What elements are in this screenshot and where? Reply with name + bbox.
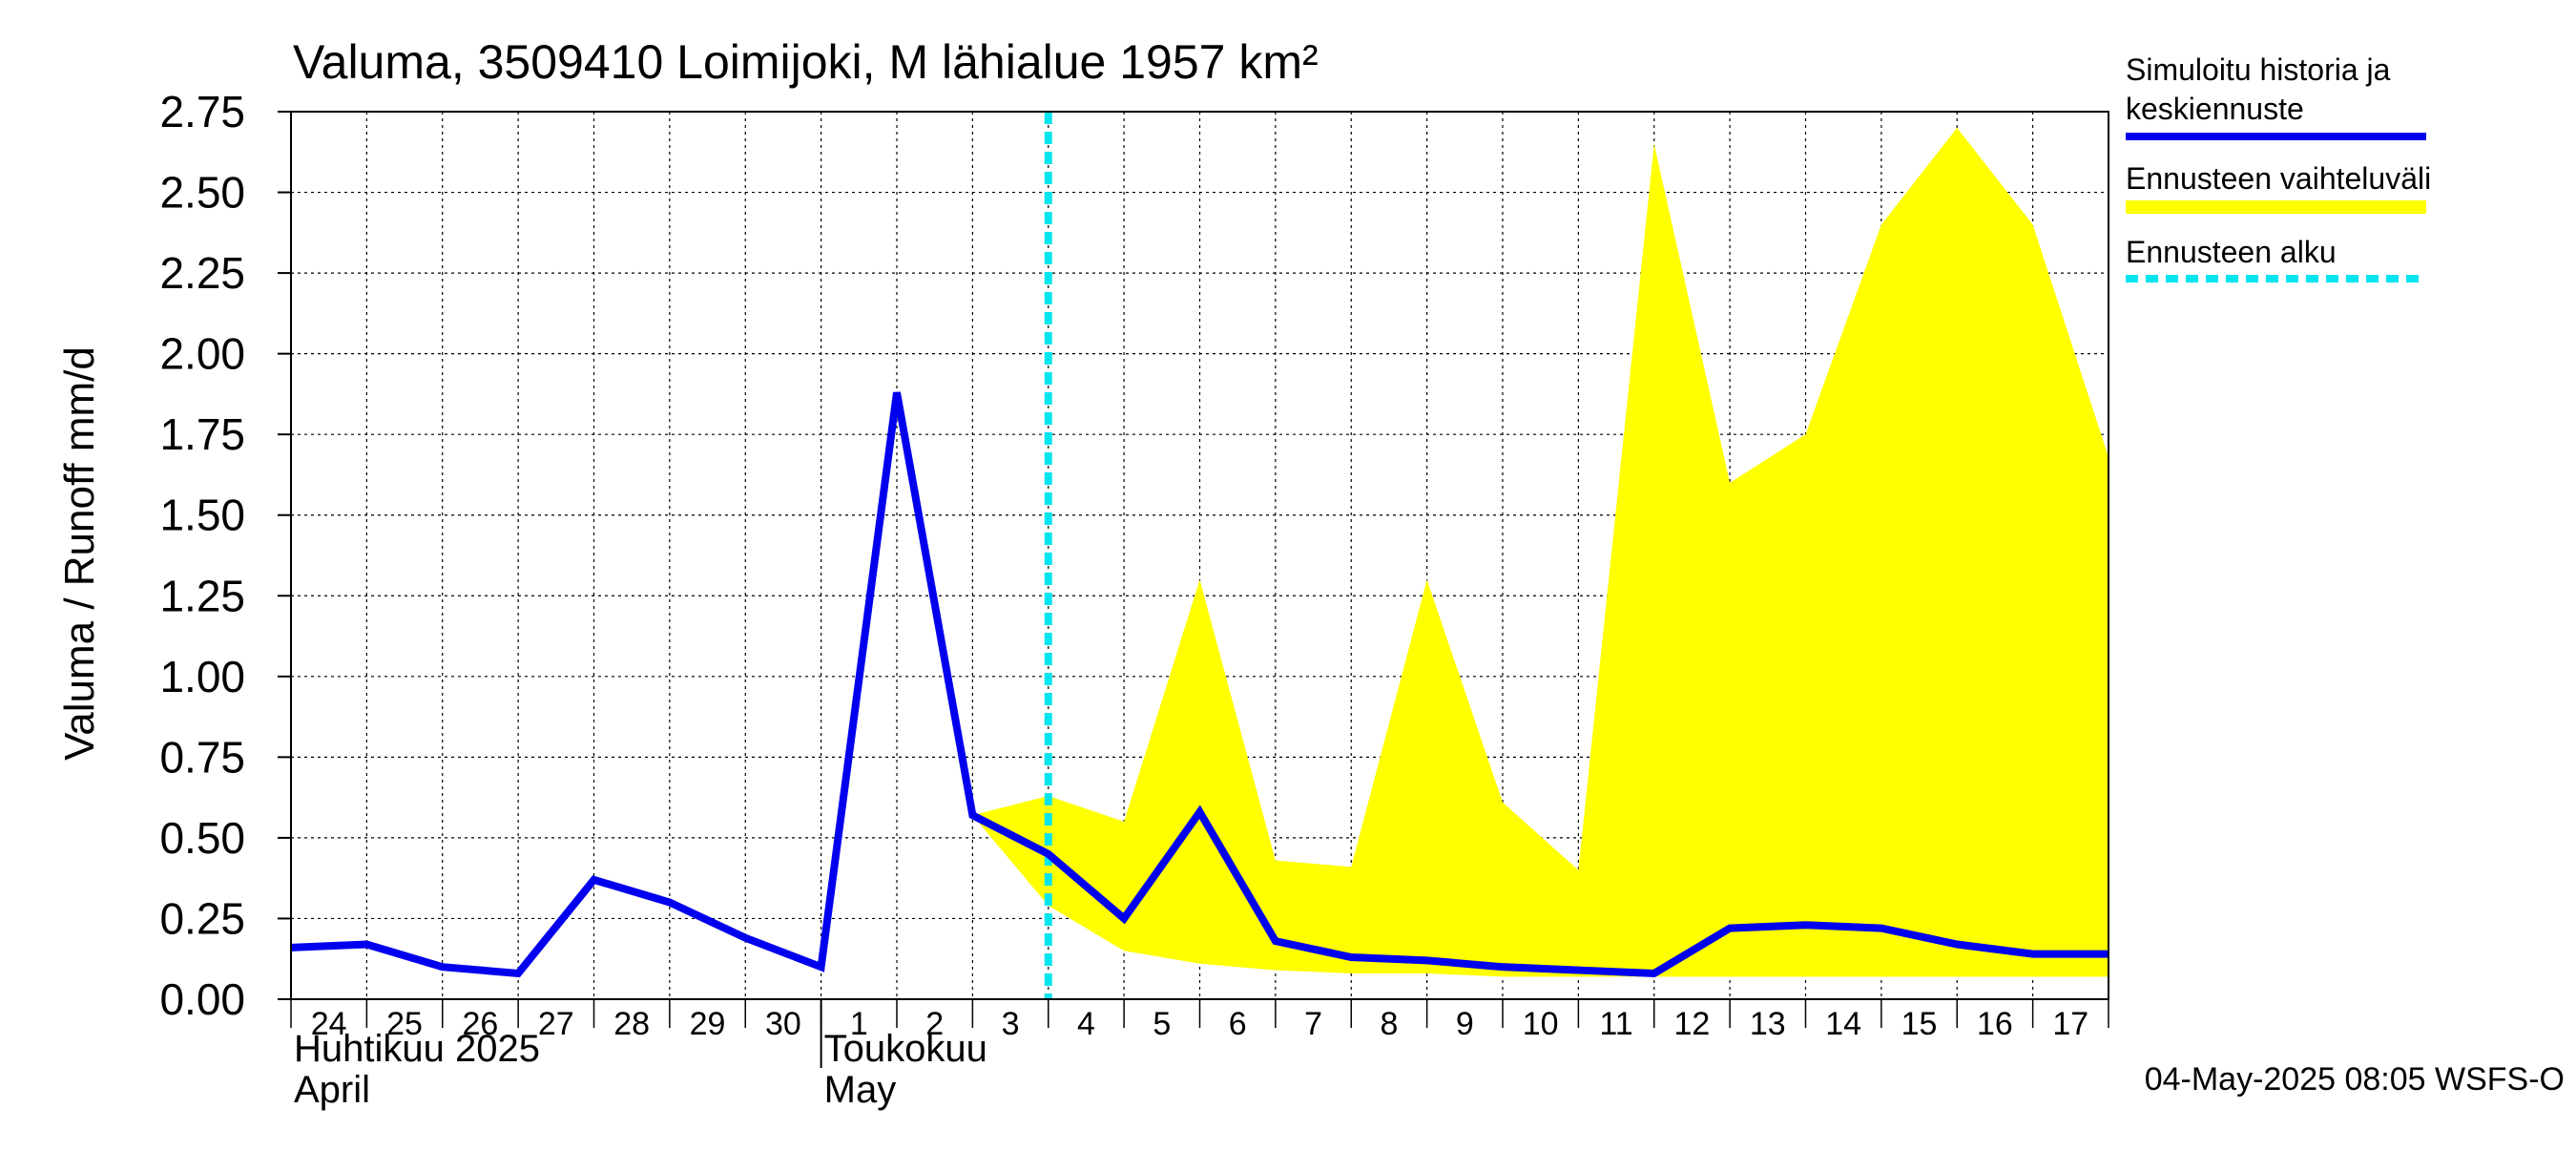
y-tick-label: 1.25 (159, 571, 245, 620)
y-tick-label: 2.25 (159, 248, 245, 298)
month-label-fi: Toukokuu (824, 1028, 987, 1070)
y-tick-label: 1.00 (159, 652, 245, 701)
x-tick-label: 11 (1599, 1006, 1632, 1042)
y-tick-label: 0.00 (159, 974, 245, 1024)
x-tick-label: 12 (1674, 1006, 1711, 1042)
y-axis-ticks: 0.00 0.25 0.50 0.75 1.00 1.25 1.50 1.75 2.00 2.25… (159, 87, 291, 1024)
month-label-en: May (824, 1069, 897, 1111)
forecast-range-area (972, 128, 2109, 976)
x-tick-label: 17 (2052, 1006, 2088, 1042)
legend-label-simulated-2: keskiennuste (2126, 92, 2304, 126)
x-tick-label: 28 (613, 1006, 650, 1042)
legend-label-forecast-start: Ennusteen alku (2126, 235, 2337, 269)
x-tick-label: 5 (1153, 1006, 1171, 1042)
y-tick-label: 0.25 (159, 893, 245, 943)
x-tick-label: 10 (1523, 1006, 1559, 1042)
x-tick-label: 14 (1825, 1006, 1861, 1042)
x-tick-label: 15 (1901, 1006, 1938, 1042)
legend: Simuloitu historia ja keskiennuste Ennuste… (2126, 52, 2431, 279)
chart-title: Valuma, 3509410 Loimijoki, M lähialue 19… (293, 35, 1319, 89)
y-tick-label: 1.50 (159, 491, 245, 540)
y-tick-label: 1.75 (159, 409, 245, 459)
x-tick-label: 7 (1304, 1006, 1322, 1042)
x-tick-label: 29 (690, 1006, 726, 1042)
x-tick-label: 8 (1380, 1006, 1398, 1042)
y-tick-label: 2.00 (159, 329, 245, 379)
legend-label-range: Ennusteen vaihteluväli (2126, 161, 2431, 196)
y-tick-label: 2.50 (159, 168, 245, 218)
y-tick-label: 0.75 (159, 732, 245, 782)
x-tick-label: 13 (1750, 1006, 1786, 1042)
legend-label-simulated: Simuloitu historia ja (2126, 52, 2391, 87)
forecast-range-band (972, 128, 2109, 976)
x-tick-label: 6 (1229, 1006, 1247, 1042)
timestamp-footer: 04-May-2025 08:05 WSFS-O (2145, 1061, 2565, 1098)
x-tick-label: 3 (1002, 1006, 1020, 1042)
x-tick-label: 16 (1977, 1006, 2013, 1042)
y-tick-label: 0.50 (159, 813, 245, 863)
month-label-en: April (294, 1069, 370, 1111)
x-tick-label: 9 (1456, 1006, 1474, 1042)
x-tick-label: 27 (538, 1006, 574, 1042)
x-tick-label: 30 (765, 1006, 801, 1042)
y-axis-label: Valuma / Runoff mm/d (56, 346, 103, 761)
month-label-fi: Huhtikuu 2025 (294, 1028, 540, 1070)
x-tick-label: 4 (1077, 1006, 1095, 1042)
y-tick-label: 2.75 (159, 87, 245, 136)
